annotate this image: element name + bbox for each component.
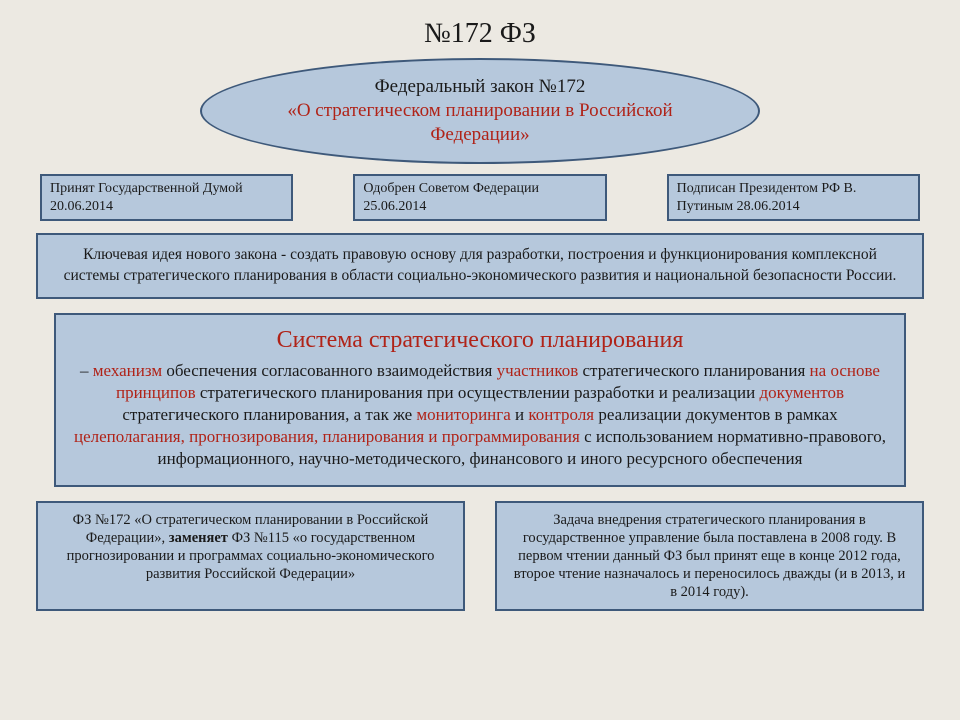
system-segment: целеполагания, прогнозирования, планиров… [74,427,580,446]
approval-box-duma: Принят Государственной Думой 20.06.2014 [40,174,293,221]
bottom-left-box: ФЗ №172 «О стратегическом планировании в… [36,501,465,612]
system-segment: и [511,405,529,424]
system-segment: механизм [93,361,162,380]
system-segment: стратегического планирования [578,361,809,380]
system-segment: контроля [528,405,594,424]
system-box: Система стратегического планирования – м… [54,313,906,487]
bottom-right-box: Задача внедрения стратегического планиро… [495,501,924,612]
system-segment: участников [497,361,579,380]
system-segment: реализации документов в рамках [594,405,838,424]
system-segment: стратегического планирования при осущест… [196,383,760,402]
system-segment: – [80,361,93,380]
approval-row: Принят Государственной Думой 20.06.2014 … [40,174,920,221]
ellipse-line2: «О стратегическом планировании в Российс… [242,99,718,147]
system-title: Система стратегического планирования [74,325,886,356]
system-segment: стратегического планирования, а так же [122,405,416,424]
key-idea-box: Ключевая идея нового закона - создать пр… [36,233,924,299]
approval-box-president: Подписан Президентом РФ В. Путиным 28.06… [667,174,920,221]
system-segment: мониторинга [416,405,510,424]
system-body: – механизм обеспечения согласованного вз… [74,360,886,470]
approval-box-council: Одобрен Советом Федерации 25.06.2014 [353,174,606,221]
system-segment: обеспечения согласованного взаимодействи… [162,361,496,380]
slide: №172 ФЗ Федеральный закон №172 «О страте… [0,0,960,720]
ellipse-wrap: Федеральный закон №172 «О стратегическом… [30,58,930,164]
system-segment: документов [759,383,844,402]
page-title: №172 ФЗ [30,18,930,50]
bottom-left-segment: заменяет [169,530,228,546]
ellipse-line1: Федеральный закон №172 [375,75,586,99]
bottom-row: ФЗ №172 «О стратегическом планировании в… [36,501,924,612]
law-ellipse: Федеральный закон №172 «О стратегическом… [200,58,760,164]
